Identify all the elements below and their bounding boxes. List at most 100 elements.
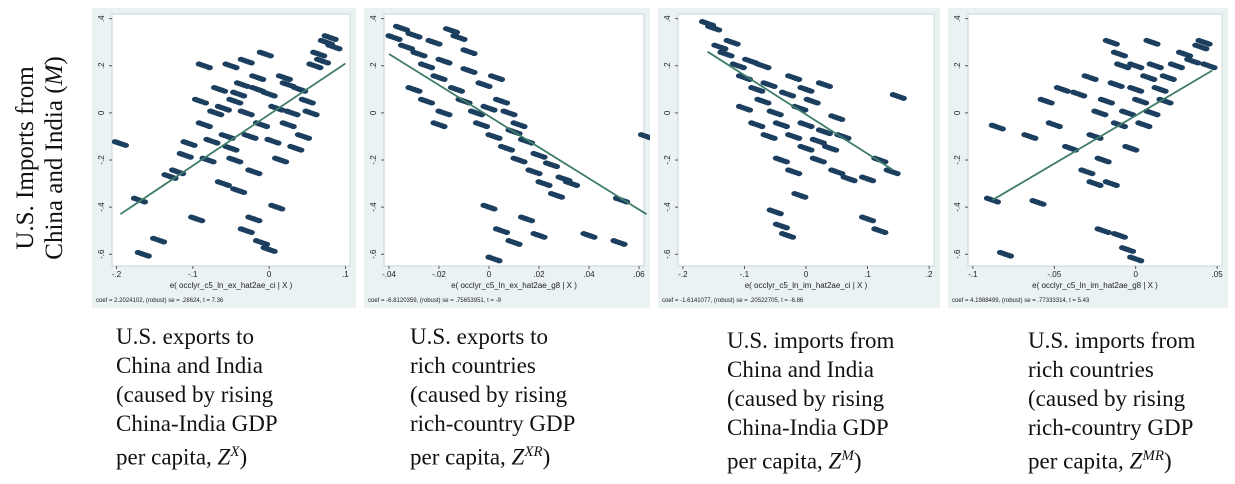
data-point xyxy=(445,112,453,118)
data-point-cluster xyxy=(392,23,411,33)
regression-note: coef = -1.6141077, (robust) se = .205227… xyxy=(662,298,804,304)
data-point xyxy=(1104,229,1112,236)
data-point-cluster xyxy=(1078,167,1096,177)
data-point-cluster xyxy=(562,179,581,188)
caption-imports-rich-countries: U.S. imports from rich countries (caused b… xyxy=(1028,326,1195,476)
data-point xyxy=(415,88,423,94)
data-point-cluster xyxy=(760,132,778,141)
data-point xyxy=(777,211,784,217)
data-point xyxy=(435,41,443,47)
y-tick-label: -.4 xyxy=(369,202,378,212)
data-point xyxy=(520,123,528,130)
data-point-cluster xyxy=(735,103,754,113)
caption-line: (caused by rising xyxy=(116,382,274,407)
data-point-cluster xyxy=(218,132,236,141)
data-point xyxy=(1080,93,1088,99)
data-point xyxy=(869,218,877,224)
scatter-plot: -.6 -.4 -.2 0 .2 .4 -.04 -.02 0 .02 .04 .06 e( occly… xyxy=(368,13,650,304)
data-point xyxy=(470,50,478,57)
data-point-cluster xyxy=(1146,61,1164,71)
data-point xyxy=(503,100,511,106)
scatter-plot: -.6 -.4 -.2 0 .2 .4 -.2 -.1 0 .1 e( occlyr_c5_ln_e… xyxy=(96,13,351,304)
data-point xyxy=(838,116,846,123)
x-tick-label: -.05 xyxy=(1047,270,1061,279)
data-point-cluster xyxy=(310,49,328,59)
data-point-cluster xyxy=(858,214,877,224)
data-point-cluster xyxy=(214,103,232,113)
data-point-cluster xyxy=(610,238,628,247)
data-point-cluster xyxy=(996,249,1015,259)
x-axis-label: e( occlyr_c5_ln_ex_hat2ae_g8 | X ) xyxy=(451,281,577,290)
x-tick-label: -.1 xyxy=(740,270,750,279)
data-point xyxy=(545,182,553,188)
data-point-cluster xyxy=(447,84,466,94)
x-axis-label: e( occlyr_c5_ln_im_hat2ae_ci | X ) xyxy=(745,281,868,290)
y-tick-label: .2 xyxy=(663,62,672,69)
data-point-cluster xyxy=(385,33,403,42)
data-point-cluster xyxy=(435,56,453,66)
data-point xyxy=(495,258,503,264)
data-point xyxy=(240,93,248,99)
plot-area xyxy=(383,13,645,267)
data-point xyxy=(1150,76,1158,82)
data-point xyxy=(1170,76,1177,82)
x-tick-label: .02 xyxy=(533,270,545,279)
data-point xyxy=(206,65,213,71)
data-point xyxy=(715,27,723,33)
data-point xyxy=(278,206,286,212)
data-point xyxy=(721,46,729,52)
data-point-cluster xyxy=(983,195,1002,205)
data-point xyxy=(1137,258,1145,264)
data-point xyxy=(305,135,313,141)
data-point xyxy=(777,112,784,118)
data-point xyxy=(1091,76,1099,82)
data-point xyxy=(213,140,221,146)
data-point-cluster xyxy=(1151,84,1169,94)
caption-line: China and India xyxy=(116,353,263,378)
data-point xyxy=(1031,135,1039,141)
scatter-panel-exports-china-india: -.6 -.4 -.2 0 .2 .4 -.2 -.1 0 .1 e( occlyr_c5_ln_e… xyxy=(92,8,356,308)
data-point xyxy=(270,93,278,99)
data-point xyxy=(1007,253,1015,259)
data-point-cluster xyxy=(705,23,723,33)
data-point-cluster xyxy=(1159,73,1177,82)
data-point xyxy=(1137,65,1145,71)
data-point-cluster xyxy=(460,66,478,75)
caption-line: China-India GDP xyxy=(727,415,889,440)
data-point xyxy=(202,100,210,106)
data-point-cluster xyxy=(497,143,516,153)
data-point-cluster xyxy=(195,61,213,71)
data-point-cluster xyxy=(772,155,790,165)
data-point xyxy=(540,234,548,240)
y-tick-label: -.6 xyxy=(97,249,106,259)
data-point xyxy=(520,159,528,165)
data-point-cluster xyxy=(637,132,650,141)
data-point-cluster xyxy=(791,190,809,200)
data-point xyxy=(1161,88,1169,94)
data-point-cluster xyxy=(500,108,518,118)
data-point-cluster xyxy=(766,207,784,217)
data-point xyxy=(187,154,194,160)
data-point-cluster xyxy=(252,238,271,247)
data-point-cluster xyxy=(480,103,498,113)
data-point-cluster xyxy=(1127,84,1145,94)
data-point xyxy=(807,147,815,153)
data-point-cluster xyxy=(435,108,453,118)
data-point xyxy=(1113,41,1120,47)
data-point-cluster xyxy=(803,96,821,106)
data-point xyxy=(1047,100,1055,106)
data-point-cluster xyxy=(530,230,548,240)
data-point xyxy=(1104,159,1112,165)
data-point-cluster xyxy=(1110,230,1129,240)
data-point-cluster xyxy=(237,108,255,118)
data-point xyxy=(1166,100,1174,106)
x-tick-label: -.1 xyxy=(968,270,978,279)
data-point-cluster xyxy=(809,155,827,165)
y-tick-label: -.2 xyxy=(97,155,106,165)
data-point-cluster xyxy=(1195,37,1213,47)
data-point xyxy=(553,163,561,170)
data-point-cluster xyxy=(1081,73,1099,82)
data-point-cluster xyxy=(580,230,598,240)
data-point-cluster xyxy=(1091,108,1109,118)
data-point xyxy=(764,65,772,71)
